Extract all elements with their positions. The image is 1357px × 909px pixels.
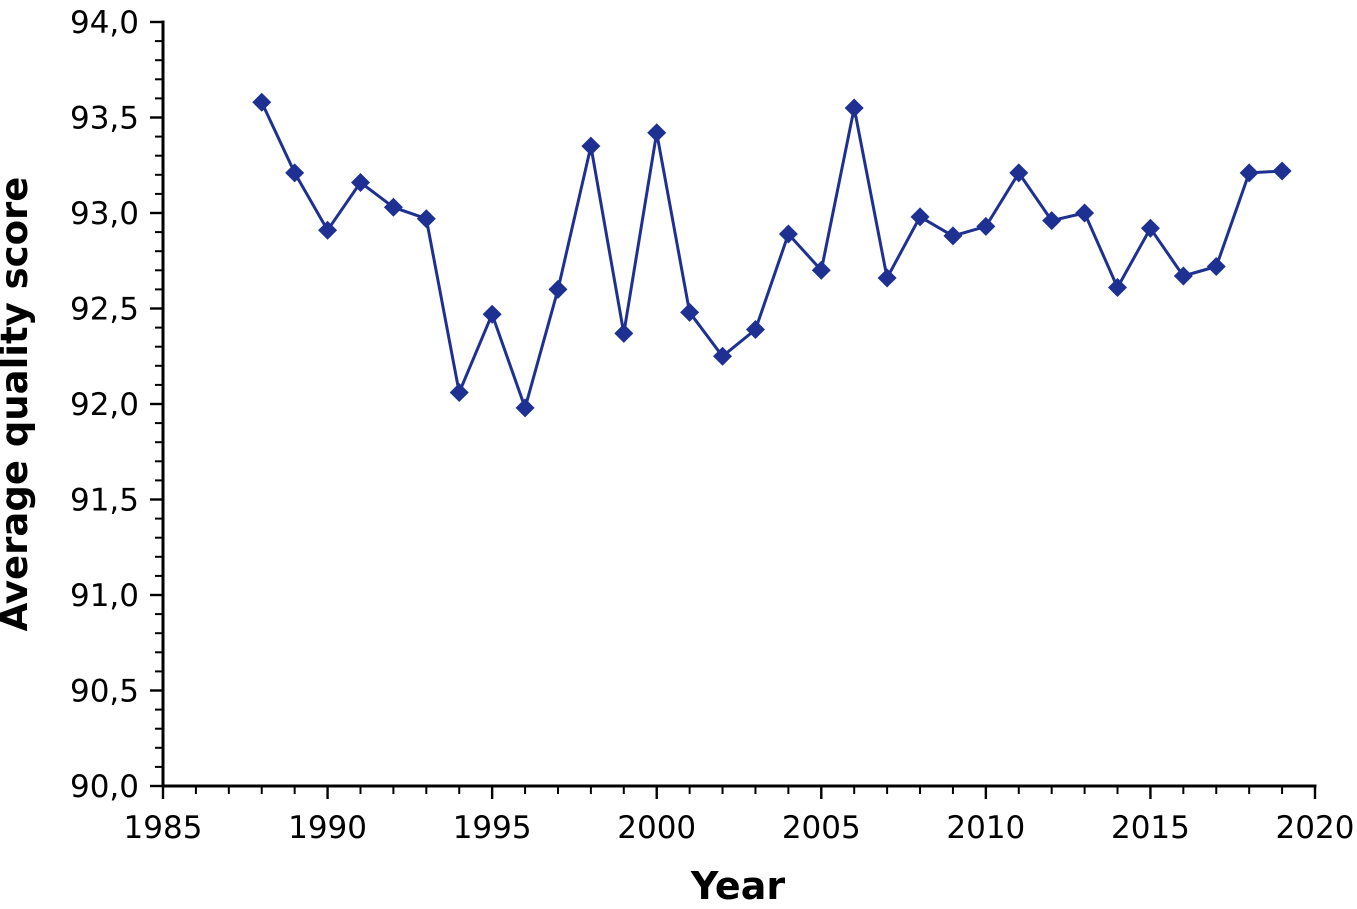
data-point-marker [877, 268, 897, 288]
data-point-marker [811, 260, 831, 280]
data-point-marker [1075, 203, 1095, 223]
data-point-marker [1173, 266, 1193, 286]
data-point-marker [976, 216, 996, 236]
data-point-marker [482, 304, 502, 324]
data-point-marker [680, 302, 700, 322]
tick-labels: 90,0 90,5 91,0 91,5 92,0 92,5 93,0 93,5 94,0 1985… [70, 5, 1354, 846]
series-line [260, 101, 1283, 410]
minor-ticks [155, 40, 1284, 794]
x-tick-label: 2010 [946, 810, 1025, 846]
y-tick-label: 91,0 [70, 578, 139, 614]
y-axis-title: Average quality score [0, 177, 36, 632]
data-point-marker [416, 209, 436, 229]
x-tick-label: 1990 [288, 810, 367, 846]
data-point-marker [318, 220, 338, 240]
data-point-marker [844, 98, 864, 118]
y-tick-label: 90,5 [70, 674, 139, 710]
data-point-marker [383, 197, 403, 217]
data-point-marker [1272, 161, 1292, 181]
y-tick-label: 92,0 [70, 387, 139, 423]
data-point-marker [1140, 218, 1160, 238]
x-tick-label: 2015 [1111, 810, 1190, 846]
data-point-marker [910, 207, 930, 227]
data-point-marker [778, 224, 798, 244]
data-point-marker [1009, 163, 1029, 183]
x-tick-label: 2000 [617, 810, 696, 846]
y-tick-label: 94,0 [70, 5, 139, 41]
data-point-marker [548, 279, 568, 299]
y-tick-label: 91,5 [70, 483, 139, 519]
x-tick-label: 1985 [124, 810, 203, 846]
data-point-marker [943, 226, 963, 246]
data-point-marker [745, 320, 765, 340]
data-point-marker [449, 383, 469, 403]
data-point-marker [1108, 277, 1128, 297]
y-tick-label: 93,5 [70, 101, 139, 137]
data-point-marker [1042, 211, 1062, 231]
data-point-marker [285, 163, 305, 183]
data-point-marker [713, 346, 733, 366]
data-point-marker [581, 136, 601, 156]
y-tick-label: 93,0 [70, 196, 139, 232]
data-point-marker [350, 172, 370, 192]
data-point-marker [1239, 163, 1259, 183]
data-series [252, 92, 1292, 418]
major-ticks [150, 20, 1317, 799]
data-point-marker [614, 323, 634, 343]
data-point-marker [647, 123, 667, 143]
y-tick-label: 90,0 [70, 769, 139, 805]
x-tick-label: 1995 [453, 810, 532, 846]
x-tick-label: 2020 [1276, 810, 1355, 846]
axes [161, 20, 1317, 788]
data-point-marker [515, 398, 535, 418]
x-axis-title: Year [690, 864, 785, 908]
y-tick-label: 92,5 [70, 292, 139, 328]
data-point-marker [1206, 256, 1226, 276]
data-point-marker [252, 92, 272, 112]
x-tick-label: 2005 [782, 810, 861, 846]
